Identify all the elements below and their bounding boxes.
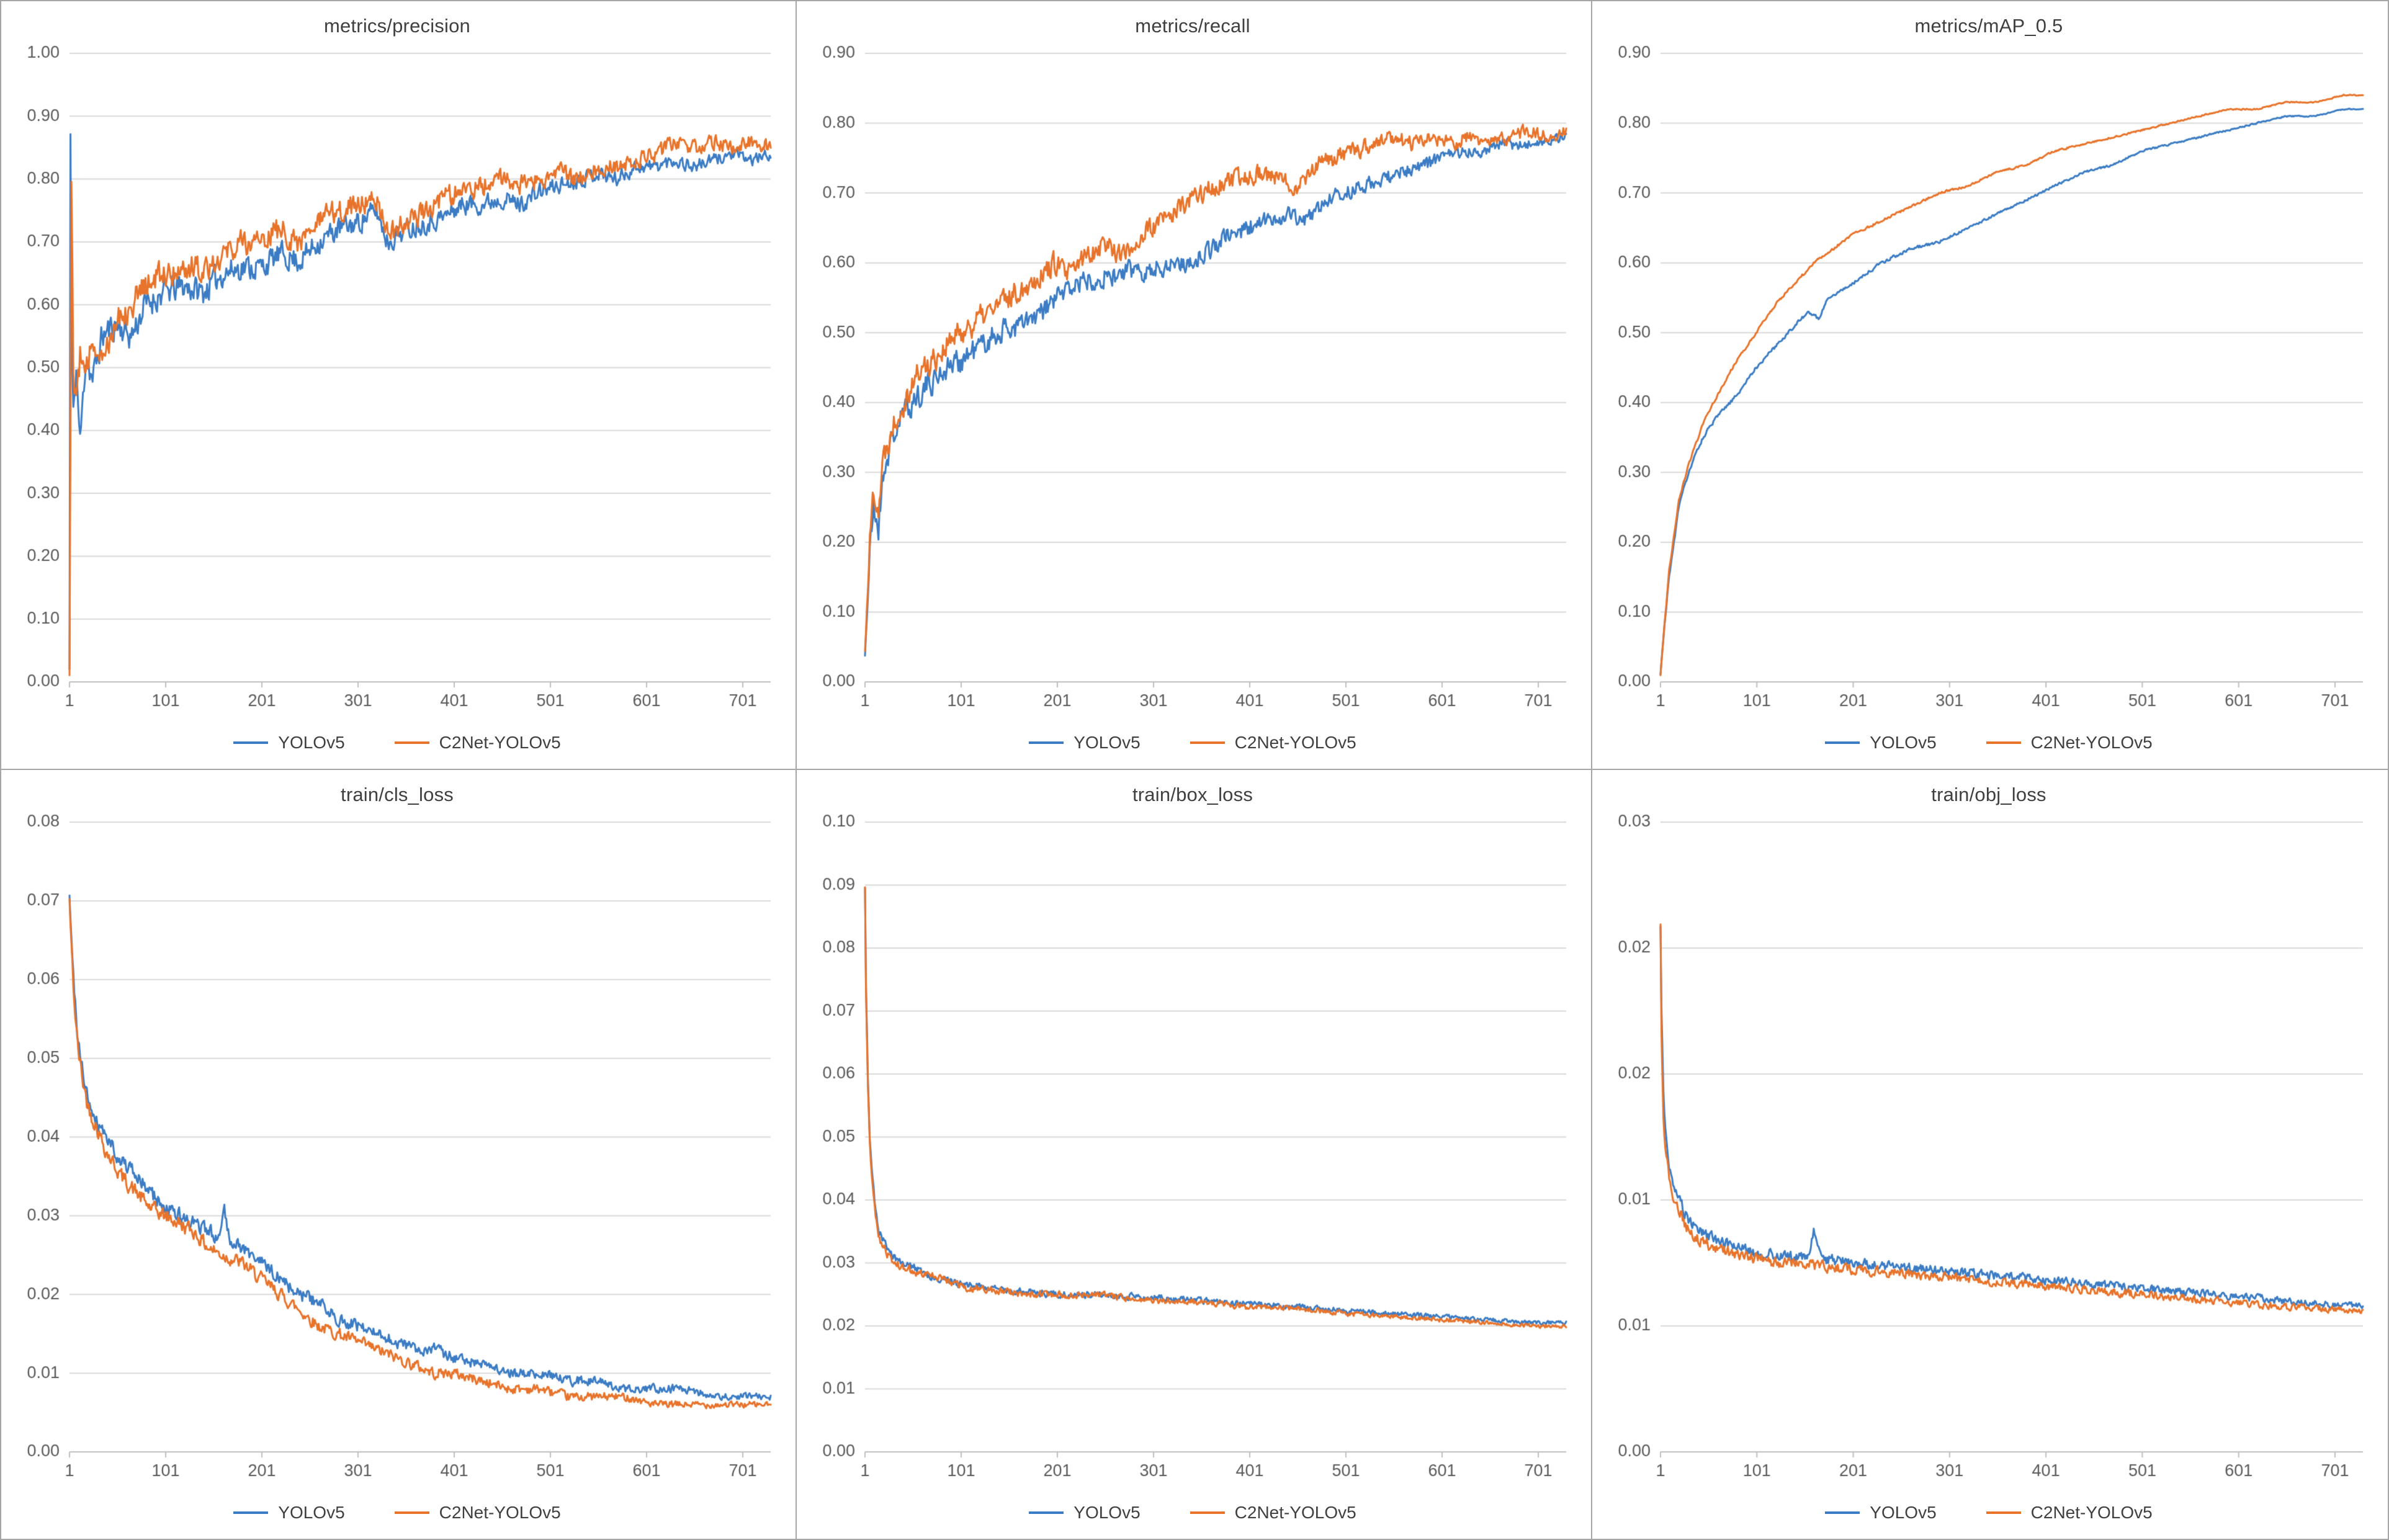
chart-panel-recall: metrics/recall YOLOv5 C2Net-YOLOv5 [797, 1, 1592, 770]
legend-item-c2net-yolov5: C2Net-YOLOv5 [1190, 733, 1356, 753]
chart-legend: YOLOv5 C2Net-YOLOv5 [5, 723, 789, 765]
legend-label: C2Net-YOLOv5 [2030, 733, 2153, 752]
chart-legend: YOLOv5 C2Net-YOLOv5 [1596, 1493, 2382, 1535]
chart-title: metrics/recall [1135, 15, 1250, 37]
legend-item-c2net-yolov5: C2Net-YOLOv5 [1986, 1503, 2153, 1523]
precision-line-chart [5, 41, 789, 723]
legend-item-yolov5: YOLOv5 [1029, 1503, 1141, 1523]
chart-title: metrics/mAP_0.5 [1914, 15, 2063, 37]
legend-label: C2Net-YOLOv5 [2030, 1503, 2153, 1522]
chart-title: train/cls_loss [341, 784, 454, 805]
chart-title: metrics/precision [324, 15, 470, 37]
chart-legend: YOLOv5 C2Net-YOLOv5 [1596, 723, 2382, 765]
c2net-yolov5-line-swatch [394, 741, 429, 744]
c2net-yolov5-line-swatch [1190, 741, 1225, 744]
legend-label: C2Net-YOLOv5 [1234, 733, 1356, 752]
chart-panel-map05: metrics/mAP_0.5 YOLOv5 C2Net-YOLOv5 [1592, 1, 2388, 770]
yolov5-line-swatch [233, 1511, 269, 1514]
c2net-yolov5-line-swatch [394, 1511, 429, 1514]
box-loss-line-chart [800, 810, 1585, 1493]
chart-legend: YOLOv5 C2Net-YOLOv5 [800, 1493, 1585, 1535]
legend-item-yolov5: YOLOv5 [233, 733, 345, 753]
c2net-yolov5-line-swatch [1190, 1511, 1225, 1514]
legend-label: YOLOv5 [278, 1503, 345, 1522]
yolov5-line-swatch [1825, 1511, 1860, 1514]
legend-item-yolov5: YOLOv5 [1029, 733, 1141, 753]
legend-item-yolov5: YOLOv5 [1825, 733, 1937, 753]
chart-panel-box-loss: train/box_loss YOLOv5 C2Net-YOLOv5 [797, 770, 1592, 1539]
yolov5-line-swatch [233, 741, 269, 744]
recall-line-chart [800, 41, 1585, 723]
legend-item-yolov5: YOLOv5 [233, 1503, 345, 1523]
legend-label: YOLOv5 [278, 733, 345, 752]
chart-panel-cls-loss: train/cls_loss YOLOv5 C2Net-YOLOv5 [1, 770, 797, 1539]
c2net-yolov5-line-swatch [1986, 1511, 2021, 1514]
legend-item-yolov5: YOLOv5 [1825, 1503, 1937, 1523]
chart-title: train/box_loss [1132, 784, 1253, 805]
legend-item-c2net-yolov5: C2Net-YOLOv5 [394, 1503, 561, 1523]
chart-legend: YOLOv5 C2Net-YOLOv5 [800, 723, 1585, 765]
legend-label: C2Net-YOLOv5 [439, 733, 561, 752]
legend-label: C2Net-YOLOv5 [439, 1503, 561, 1522]
legend-label: YOLOv5 [1870, 733, 1937, 752]
chart-panel-obj-loss: train/obj_loss YOLOv5 C2Net-YOLOv5 [1592, 770, 2388, 1539]
map05-line-chart [1596, 41, 2382, 723]
legend-label: YOLOv5 [1073, 733, 1141, 752]
legend-item-c2net-yolov5: C2Net-YOLOv5 [1986, 733, 2153, 753]
yolov5-line-swatch [1825, 741, 1860, 744]
yolov5-line-swatch [1029, 741, 1064, 744]
yolov5-line-swatch [1029, 1511, 1064, 1514]
legend-item-c2net-yolov5: C2Net-YOLOv5 [1190, 1503, 1356, 1523]
obj-loss-line-chart [1596, 810, 2382, 1493]
chart-title: train/obj_loss [1931, 784, 2046, 805]
chart-legend: YOLOv5 C2Net-YOLOv5 [5, 1493, 789, 1535]
cls-loss-line-chart [5, 810, 789, 1493]
legend-item-c2net-yolov5: C2Net-YOLOv5 [394, 733, 561, 753]
legend-label: C2Net-YOLOv5 [1234, 1503, 1356, 1522]
legend-label: YOLOv5 [1870, 1503, 1937, 1522]
chart-panel-precision: metrics/precision YOLOv5 C2Net-YOLOv5 [1, 1, 797, 770]
legend-label: YOLOv5 [1073, 1503, 1141, 1522]
c2net-yolov5-line-swatch [1986, 741, 2021, 744]
